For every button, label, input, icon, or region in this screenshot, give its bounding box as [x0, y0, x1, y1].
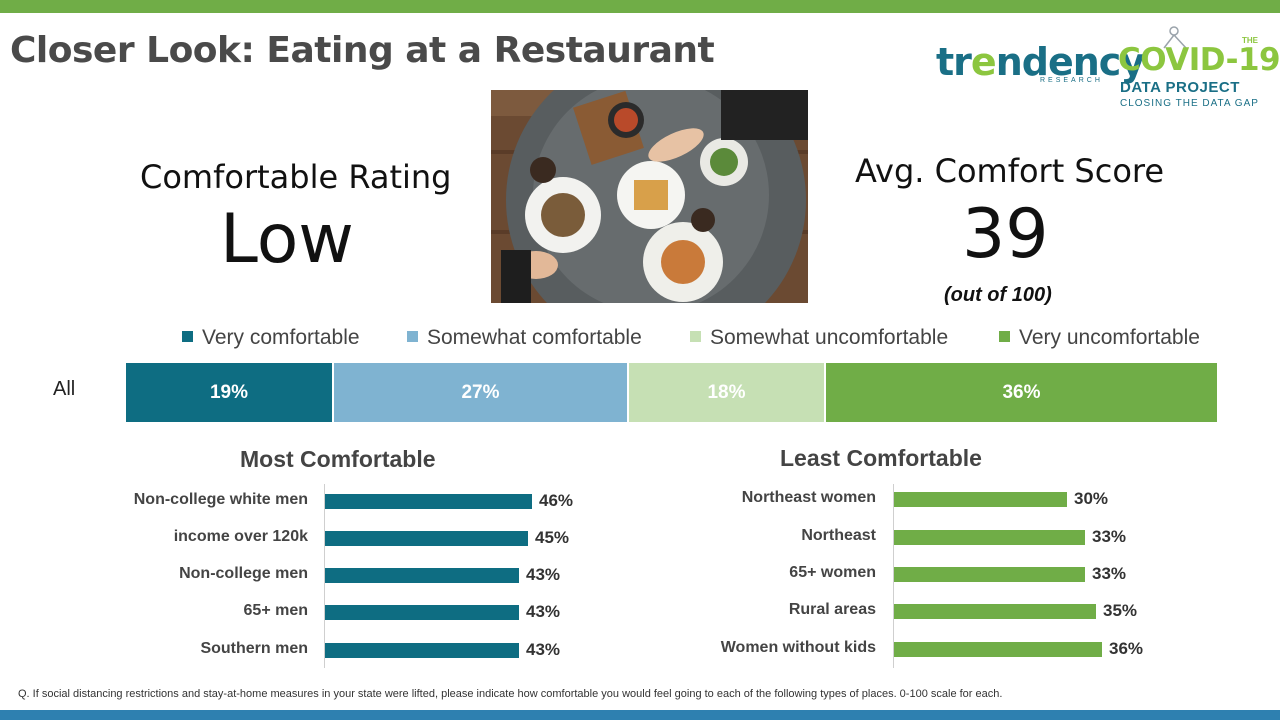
bar-value-label: 43% [526, 565, 561, 584]
score-scale-note: (out of 100) [944, 284, 1052, 306]
bar-value-label: 36% [1109, 639, 1144, 658]
segment-very-comfortable: 19% [126, 363, 334, 422]
legend-swatch [182, 330, 193, 342]
bar-category-label: Northeast women [741, 489, 876, 506]
bar-category-label: Rural areas [788, 601, 876, 618]
legend-very-uncomfortable: Very uncomfortable [999, 326, 1200, 356]
bar-category-label: Southern men [200, 640, 308, 657]
restaurant-table-photo [491, 90, 808, 303]
legend-very-comfortable: Very comfortable [182, 326, 360, 356]
least-comfortable-axis [893, 484, 894, 668]
bar [894, 530, 1085, 545]
segment-somewhat-uncomfortable: 18% [629, 363, 826, 422]
bar-value-label: 46% [539, 491, 574, 510]
bar [894, 567, 1085, 582]
restaurant-photo-illustration [491, 90, 808, 303]
page-title: Closer Look: Eating at a Restaurant [10, 30, 715, 71]
stacked-bar-category-label: All [53, 378, 76, 400]
most-comfortable-title: Most Comfortable [240, 446, 436, 472]
bar-category-label: Women without kids [720, 639, 876, 656]
bar-category-label: 65+ women [789, 564, 876, 581]
bar-value-label: 43% [526, 640, 561, 659]
bar-value-label: 45% [535, 528, 570, 547]
legend-swatch [999, 330, 1010, 342]
segment-value-label: 27% [461, 381, 500, 403]
covid-data-project-logo: THE COVID-19 DATA PROJECT CLOSING THE DA… [1114, 26, 1280, 112]
bar [894, 642, 1102, 657]
avg-comfort-score-label: Avg. Comfort Score [855, 152, 1165, 190]
bar [325, 643, 519, 658]
segment-value-label: 18% [707, 381, 746, 403]
survey-question-footnote: Q. If social distancing restrictions and… [18, 688, 1003, 700]
bar-category-label: Northeast [801, 527, 876, 544]
bar [325, 568, 519, 583]
bar [894, 604, 1096, 619]
segment-somewhat-comfortable: 27% [334, 363, 629, 422]
comfortable-rating-label: Comfortable Rating [140, 158, 452, 196]
segment-value-label: 36% [1002, 381, 1041, 403]
segment-very-uncomfortable: 36% [826, 363, 1219, 422]
segment-value-label: 19% [209, 381, 249, 403]
legend-somewhat-uncomfortable: Somewhat uncomfortable [690, 326, 948, 356]
most-comfortable-axis [324, 484, 325, 668]
legend-somewhat-comfortable: Somewhat comfortable [407, 326, 642, 356]
bar-category-label: Non-college white men [133, 491, 308, 508]
bar [325, 531, 528, 546]
bar-category-label: 65+ men [243, 602, 308, 619]
bar-value-label: 33% [1092, 564, 1127, 583]
bar-category-label: income over 120k [173, 528, 308, 545]
legend-swatch [407, 330, 418, 342]
bar [894, 492, 1067, 507]
bar-value-label: 43% [526, 602, 561, 621]
network-nodes-icon [1163, 26, 1187, 49]
bar [325, 605, 519, 620]
avg-comfort-score-value: 39 [962, 195, 1049, 274]
bar-value-label: 30% [1074, 489, 1109, 508]
bar-value-label: 35% [1103, 601, 1138, 620]
trendency-logo: trendency RESEARCH [936, 40, 1145, 84]
legend-swatch [690, 330, 701, 342]
comfortable-rating-value: Low [220, 200, 354, 279]
bar [325, 494, 532, 509]
bar-category-label: Non-college men [179, 565, 308, 582]
bar-value-label: 33% [1092, 527, 1127, 546]
bottom-accent-band [0, 710, 1280, 720]
least-comfortable-title: Least Comfortable [780, 445, 982, 471]
top-accent-band [0, 0, 1280, 13]
